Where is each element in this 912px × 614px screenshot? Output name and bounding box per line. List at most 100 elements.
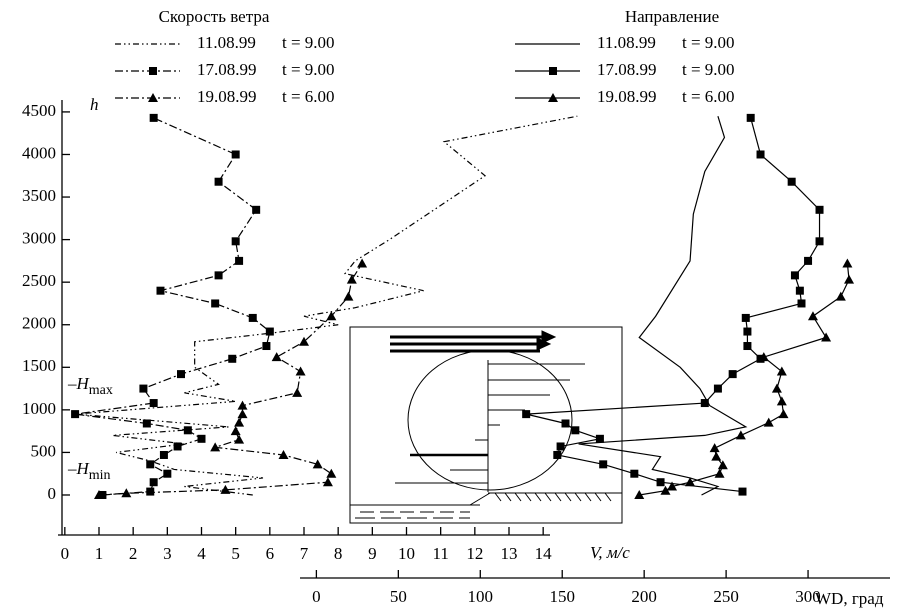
marker xyxy=(657,478,665,486)
marker xyxy=(323,477,333,486)
y-tick-label: 500 xyxy=(31,441,57,460)
marker xyxy=(215,178,223,186)
x-tick-label: 3 xyxy=(163,544,172,563)
y-tick-label: 3500 xyxy=(22,186,56,205)
marker xyxy=(816,237,824,245)
marker xyxy=(146,460,154,468)
annotation: –Hmin xyxy=(67,459,111,483)
marker xyxy=(232,237,240,245)
marker xyxy=(272,352,282,361)
legend-label: 17.08.99 xyxy=(197,60,257,79)
marker xyxy=(215,271,223,279)
x-tick-label: 14 xyxy=(535,544,553,563)
marker xyxy=(571,426,579,434)
x-tick-label: 8 xyxy=(334,544,343,563)
marker xyxy=(211,299,219,307)
marker xyxy=(816,206,824,214)
x-tick-label: 5 xyxy=(231,544,240,563)
marker xyxy=(701,399,709,407)
inset-diagram xyxy=(350,327,622,523)
marker xyxy=(210,442,220,451)
chart: Скорость ветра Направление h V, м/с WD, … xyxy=(0,0,912,614)
marker xyxy=(747,114,755,122)
marker xyxy=(234,418,244,427)
legend-label: 19.08.99 xyxy=(197,87,257,106)
marker xyxy=(292,388,302,397)
x-tick-label: 7 xyxy=(300,544,309,563)
marker xyxy=(163,470,171,478)
marker xyxy=(174,442,182,450)
marker xyxy=(160,451,168,459)
marker xyxy=(715,469,725,478)
marker xyxy=(557,442,565,450)
series xyxy=(634,258,854,499)
x2-tick-label: 200 xyxy=(631,587,657,606)
x-tick-label: 0 xyxy=(61,544,70,563)
marker xyxy=(266,328,274,336)
marker xyxy=(262,342,270,350)
marker xyxy=(743,342,751,350)
annotation-text: –H xyxy=(67,459,91,478)
x2-tick-label: 50 xyxy=(390,587,407,606)
x2-tick-label: 150 xyxy=(549,587,575,606)
y-tick-label: 4500 xyxy=(22,101,56,120)
x-tick-label: 11 xyxy=(432,544,448,563)
marker xyxy=(743,328,751,336)
x-tick-label: 9 xyxy=(368,544,377,563)
marker xyxy=(549,67,557,75)
x-tick-label: 1 xyxy=(95,544,104,563)
marker xyxy=(798,299,806,307)
marker xyxy=(296,367,306,376)
marker xyxy=(736,430,746,439)
legend-time: t = 9.00 xyxy=(282,33,335,52)
marker xyxy=(739,488,747,496)
marker xyxy=(842,258,852,267)
series-line xyxy=(99,263,362,495)
legend-title: Скорость ветра xyxy=(159,7,270,26)
marker xyxy=(711,452,721,461)
series xyxy=(522,114,823,496)
marker xyxy=(150,114,158,122)
x-axis-label: V, м/с xyxy=(590,543,630,562)
legend-item: 19.08.99 t = 6.00 xyxy=(515,87,735,106)
marker xyxy=(714,385,722,393)
marker xyxy=(150,478,158,486)
marker xyxy=(788,178,796,186)
marker xyxy=(71,410,79,418)
marker xyxy=(143,419,151,427)
marker xyxy=(343,292,353,301)
x2-tick-label: 250 xyxy=(713,587,739,606)
marker xyxy=(710,443,720,452)
legend-time: t = 6.00 xyxy=(682,87,735,106)
marker xyxy=(357,258,367,267)
annotation-text: –H xyxy=(67,374,91,393)
marker xyxy=(836,292,846,301)
marker xyxy=(778,409,788,418)
marker xyxy=(821,333,831,342)
marker xyxy=(777,367,787,376)
y-tick-label: 0 xyxy=(48,484,57,503)
legend-label: 19.08.99 xyxy=(597,87,657,106)
x-tick-label: 13 xyxy=(501,544,518,563)
marker xyxy=(804,257,812,265)
marker xyxy=(522,410,530,418)
marker xyxy=(232,150,240,158)
legend-time: t = 9.00 xyxy=(682,33,735,52)
marker xyxy=(796,287,804,295)
marker xyxy=(228,355,236,363)
marker xyxy=(630,470,638,478)
x2-tick-label: 0 xyxy=(312,587,321,606)
marker xyxy=(553,451,561,459)
y-axis-label: h xyxy=(90,95,99,114)
x-tick-label: 4 xyxy=(197,544,206,563)
annotation-sub: min xyxy=(89,468,111,483)
marker xyxy=(844,275,854,284)
marker xyxy=(235,257,243,265)
series xyxy=(75,116,577,495)
marker xyxy=(772,384,782,393)
y-tick-label: 4000 xyxy=(22,143,56,162)
marker xyxy=(791,271,799,279)
x-tick-label: 6 xyxy=(266,544,275,563)
